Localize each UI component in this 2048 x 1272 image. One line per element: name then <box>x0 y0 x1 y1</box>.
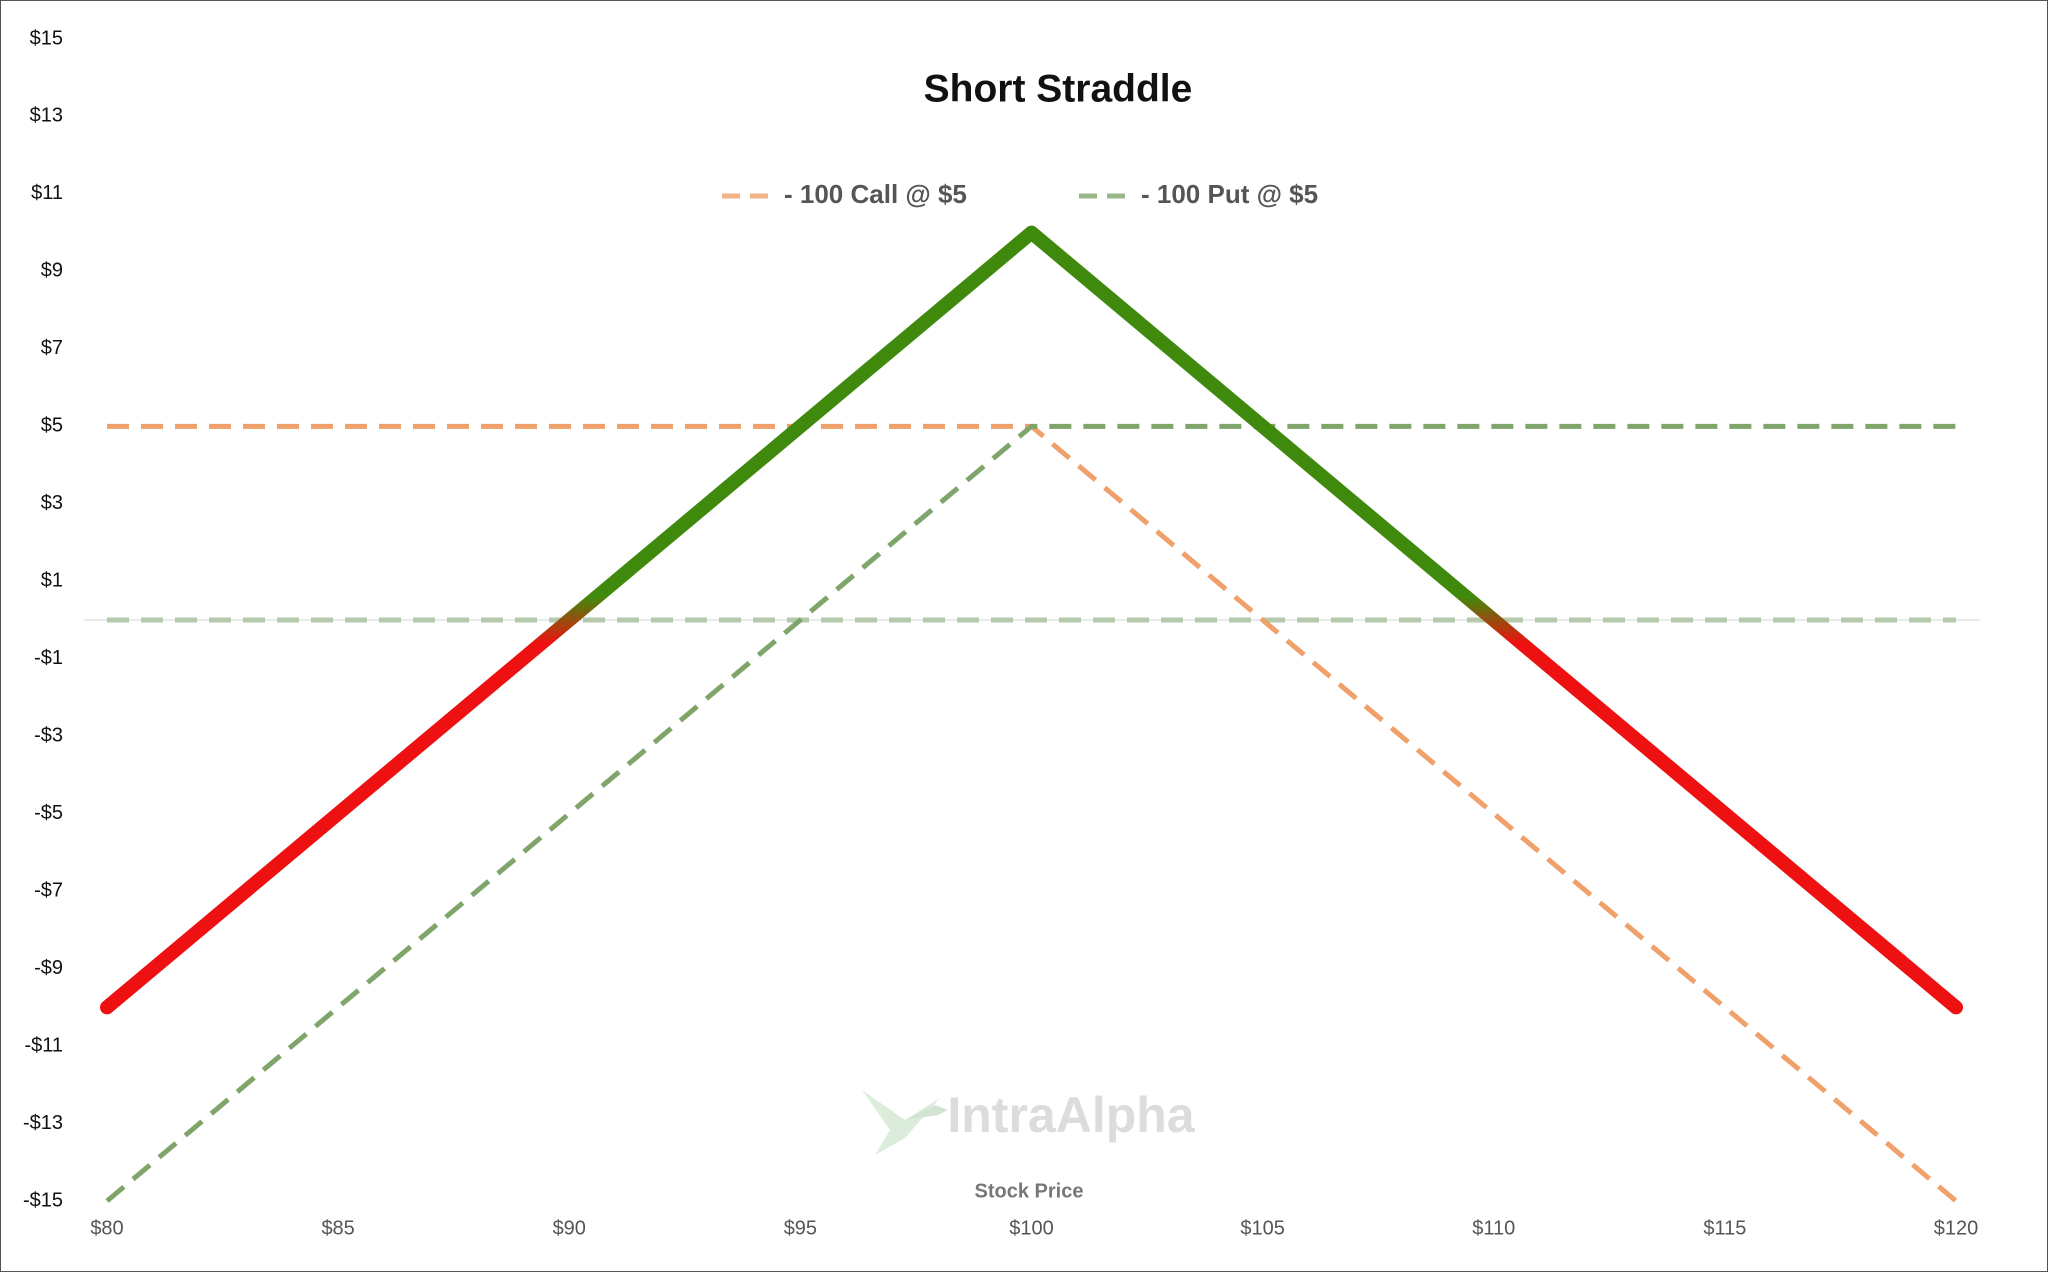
x-tick-label: $80 <box>90 1217 123 1239</box>
x-tick-label: $95 <box>784 1217 817 1239</box>
watermark-logo <box>862 1090 948 1155</box>
y-tick-label: -$15 <box>23 1189 63 1211</box>
x-tick-label: $85 <box>321 1217 354 1239</box>
x-axis-label: Stock Price <box>975 1180 1084 1202</box>
y-tick-label: -$13 <box>23 1112 63 1134</box>
y-tick-label: $3 <box>41 492 63 514</box>
payoff-line <box>100 225 1963 1015</box>
y-tick-label: -$9 <box>34 957 63 979</box>
y-tick-label: -$5 <box>34 802 63 824</box>
legend-label: - 100 Call @ $5 <box>784 179 967 209</box>
y-tick-label: $5 <box>41 415 63 437</box>
y-tick-label: $11 <box>31 182 63 204</box>
y-tick-label: $13 <box>30 105 63 127</box>
watermark: IntraAlpha <box>947 1087 1195 1143</box>
legend-label: - 100 Put @ $5 <box>1141 179 1318 209</box>
y-tick-label: $15 <box>30 27 63 49</box>
y-tick-label: -$1 <box>34 647 63 669</box>
chart-title: Short Straddle <box>924 67 1193 110</box>
x-tick-label: $110 <box>1472 1217 1515 1239</box>
y-tick-label: $9 <box>41 260 63 282</box>
y-tick-label: $7 <box>41 337 63 359</box>
y-tick-label: -$7 <box>34 879 63 901</box>
y-tick-label: -$3 <box>34 724 63 746</box>
x-tick-label: $105 <box>1240 1217 1285 1239</box>
x-tick-label: $100 <box>1009 1217 1054 1239</box>
y-tick-label: -$11 <box>24 1034 63 1056</box>
x-tick-label: $90 <box>553 1217 586 1239</box>
dashed-line <box>105 423 1956 1203</box>
y-tick-label: $1 <box>41 570 63 592</box>
x-tick-label: $120 <box>1934 1217 1979 1239</box>
x-tick-label: $115 <box>1703 1217 1746 1239</box>
